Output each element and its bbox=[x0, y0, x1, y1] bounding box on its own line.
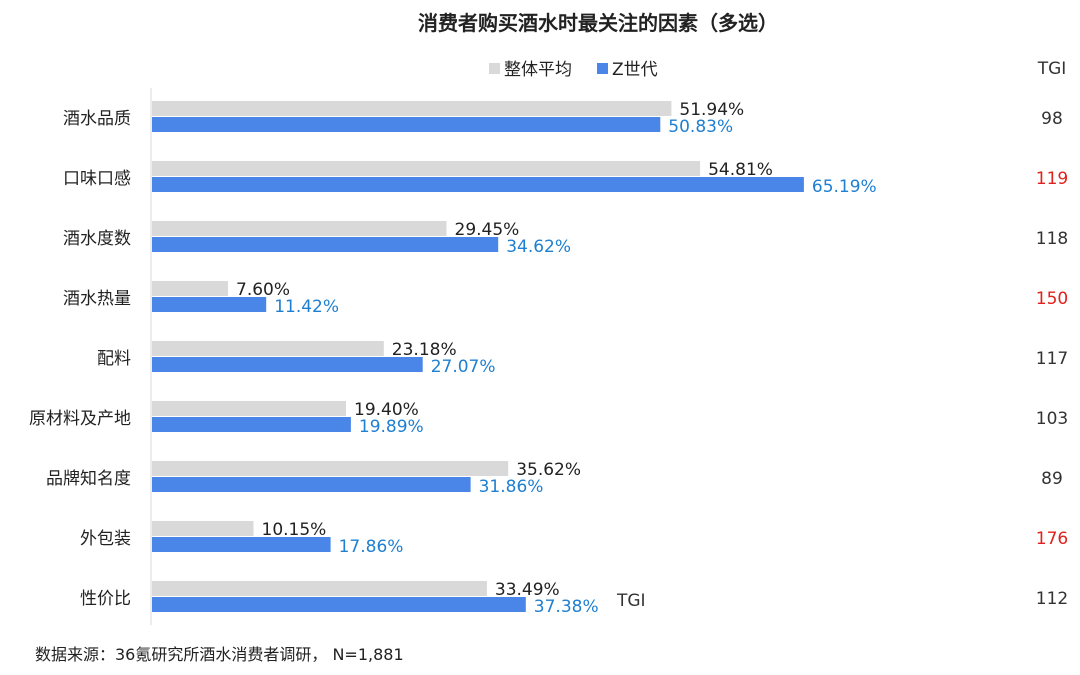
bar-overall-ingredients bbox=[152, 341, 384, 356]
data-label-overall-brand: 35.62% bbox=[516, 460, 581, 480]
legend-swatch-genz bbox=[597, 63, 608, 74]
data-label-genz-alcohol: 34.62% bbox=[506, 237, 571, 257]
category-label-value: 性价比 bbox=[80, 589, 131, 609]
legend-label-genz: Z世代 bbox=[612, 60, 658, 80]
bar-overall-alcohol bbox=[152, 221, 447, 236]
category-label-packaging: 外包装 bbox=[80, 529, 131, 549]
bar-overall-taste bbox=[152, 161, 701, 176]
bar-genz-value bbox=[152, 597, 526, 612]
bar-genz-origin bbox=[152, 417, 351, 432]
tgi-value-taste: 119 bbox=[1036, 169, 1068, 189]
tgi-value-ingredients: 117 bbox=[1036, 349, 1068, 369]
bar-overall-brand bbox=[152, 461, 509, 476]
category-label-quality: 酒水品质 bbox=[63, 109, 131, 129]
tgi-value-value: 112 bbox=[1036, 589, 1068, 609]
data-label-genz-ingredients: 27.07% bbox=[431, 357, 496, 377]
bar-genz-calories bbox=[152, 297, 267, 312]
bar-genz-ingredients bbox=[152, 357, 423, 372]
bar-overall-packaging bbox=[152, 521, 254, 536]
data-label-genz-brand: 31.86% bbox=[479, 477, 544, 497]
tgi-value-origin: 103 bbox=[1036, 409, 1068, 429]
category-label-origin: 原材料及产地 bbox=[29, 409, 131, 429]
data-label-genz-quality: 50.83% bbox=[668, 117, 733, 137]
legend-label-overall: 整体平均 bbox=[504, 60, 572, 80]
inline-tgi-label: TGI bbox=[616, 591, 646, 611]
data-label-genz-calories: 11.42% bbox=[274, 297, 339, 317]
data-label-overall-packaging: 10.15% bbox=[262, 520, 327, 540]
data-label-genz-packaging: 17.86% bbox=[339, 537, 404, 557]
tgi-value-calories: 150 bbox=[1036, 289, 1068, 309]
data-label-overall-calories: 7.60% bbox=[236, 280, 290, 300]
category-label-ingredients: 配料 bbox=[97, 349, 131, 369]
bar-overall-value bbox=[152, 581, 487, 596]
tgi-value-packaging: 176 bbox=[1036, 529, 1068, 549]
data-label-overall-ingredients: 23.18% bbox=[392, 340, 457, 360]
data-label-genz-origin: 19.89% bbox=[359, 417, 424, 437]
chart-rows: 酒水品质 51.94%50.83% 98 口味口感 54.81% 65.19% 119 酒水度… bbox=[29, 100, 1068, 617]
bar-overall-quality bbox=[152, 101, 672, 116]
bar-overall-calories bbox=[152, 281, 228, 296]
category-label-alcohol: 酒水度数 bbox=[63, 229, 131, 249]
data-label-overall-quality: 51.94% bbox=[679, 100, 744, 120]
bar-genz-quality bbox=[152, 117, 661, 132]
bar-genz-taste bbox=[152, 177, 804, 192]
category-label-calories: 酒水热量 bbox=[63, 289, 131, 309]
tgi-value-quality: 98 bbox=[1041, 109, 1063, 129]
data-label-genz-taste: 65.19% bbox=[812, 177, 877, 197]
category-label-brand: 品牌知名度 bbox=[46, 469, 131, 489]
tgi-value-brand: 89 bbox=[1041, 469, 1063, 489]
tgi-header: TGI bbox=[1037, 59, 1067, 79]
bar-genz-brand bbox=[152, 477, 471, 492]
bar-overall-origin bbox=[152, 401, 346, 416]
data-label-overall-value: 33.49% bbox=[495, 580, 560, 600]
data-label-overall-origin: 19.40% bbox=[354, 400, 419, 420]
category-label-taste: 口味口感 bbox=[63, 169, 131, 189]
legend: 整体平均 Z世代 bbox=[489, 60, 658, 80]
source-note: 数据来源：36氪研究所酒水消费者调研， N=1,881 bbox=[35, 645, 404, 664]
bar-genz-packaging bbox=[152, 537, 331, 552]
chart-title: 消费者购买酒水时最关注的因素（多选） bbox=[418, 11, 778, 35]
data-label-genz-value: 37.38% bbox=[534, 597, 599, 617]
tgi-value-alcohol: 118 bbox=[1036, 229, 1068, 249]
bar-genz-alcohol bbox=[152, 237, 499, 252]
data-label-overall-taste: 54.81% bbox=[708, 160, 773, 180]
legend-swatch-overall bbox=[489, 63, 500, 74]
data-label-overall-alcohol: 29.45% bbox=[455, 220, 520, 240]
